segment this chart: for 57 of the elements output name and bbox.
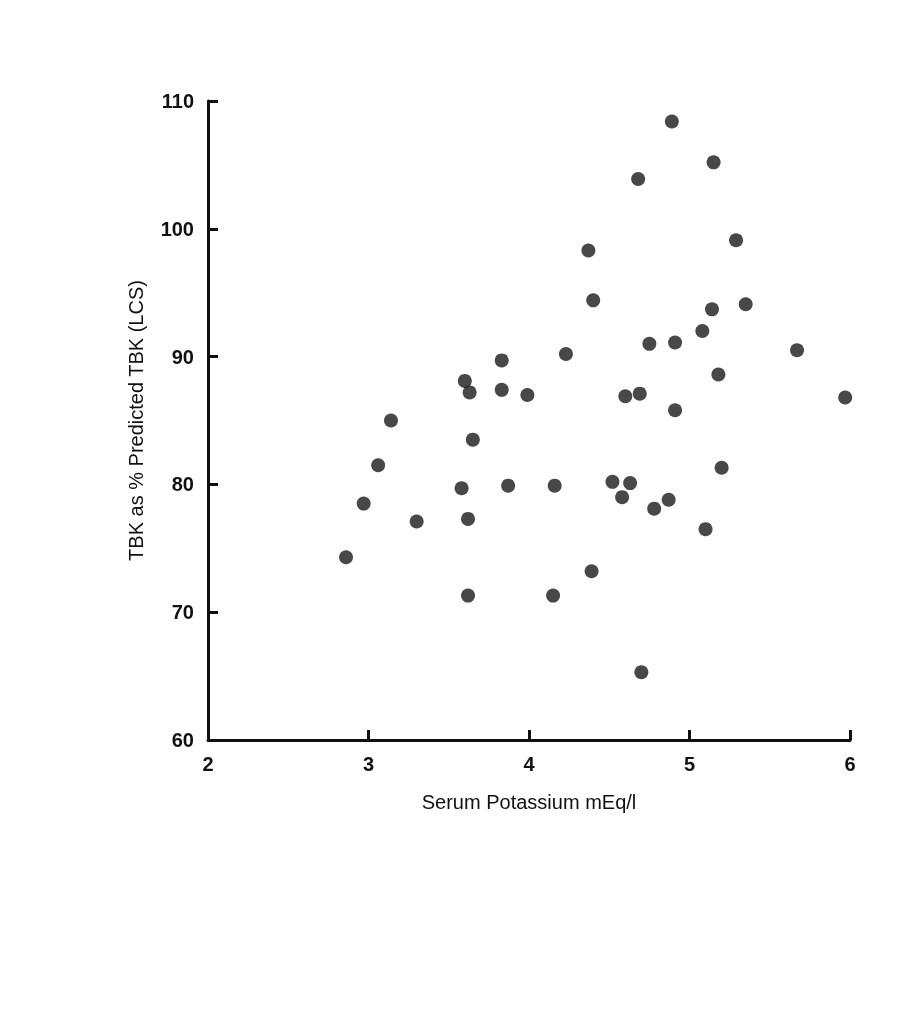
point — [632, 386, 647, 401]
y-tick-label: 70 — [171, 601, 194, 624]
y-tick-label: 110 — [161, 90, 194, 112]
point — [729, 233, 744, 248]
point — [462, 385, 477, 400]
point — [668, 335, 683, 350]
point — [461, 511, 476, 526]
point — [586, 293, 601, 308]
point — [494, 353, 509, 368]
point — [704, 302, 719, 317]
point — [738, 297, 753, 312]
point — [339, 550, 354, 565]
point — [546, 588, 561, 603]
point — [494, 382, 509, 397]
point — [631, 171, 646, 186]
point — [371, 458, 386, 473]
x-tick-label: 2 — [202, 753, 214, 775]
point — [664, 114, 679, 129]
point — [706, 155, 721, 170]
point — [623, 476, 638, 491]
point — [714, 460, 729, 475]
y-tick-label: 60 — [171, 729, 194, 751]
x-tick-label: 5 — [683, 753, 696, 775]
y-tick-label: 100 — [160, 217, 194, 240]
point — [457, 373, 472, 388]
y-tick-label: 80 — [171, 473, 194, 496]
point — [711, 367, 726, 382]
point — [409, 514, 424, 529]
point — [547, 478, 562, 493]
point — [695, 324, 710, 339]
point — [605, 474, 620, 489]
point — [790, 343, 805, 358]
x-tick-label: 6 — [844, 753, 856, 775]
point — [383, 413, 398, 428]
point — [465, 432, 480, 447]
point — [356, 496, 371, 511]
point — [668, 403, 683, 418]
point — [647, 501, 662, 516]
y-axis-title: TBK as % Predicted TBK (LCS) — [125, 280, 147, 561]
point — [520, 387, 535, 402]
x-tick-label: 4 — [523, 753, 536, 775]
point — [618, 389, 633, 404]
point — [838, 390, 853, 405]
point — [698, 522, 713, 537]
x-axis-title: Serum Potassium mEq/l — [421, 791, 637, 813]
point — [642, 336, 657, 351]
point — [454, 481, 469, 496]
point — [615, 490, 630, 505]
point — [558, 347, 573, 362]
x-tick-label: 3 — [362, 753, 375, 775]
point — [634, 665, 649, 680]
point — [661, 492, 676, 507]
y-tick-label: 90 — [171, 345, 194, 368]
point — [581, 243, 596, 258]
point — [501, 478, 516, 493]
point — [461, 588, 476, 603]
point — [584, 564, 599, 579]
